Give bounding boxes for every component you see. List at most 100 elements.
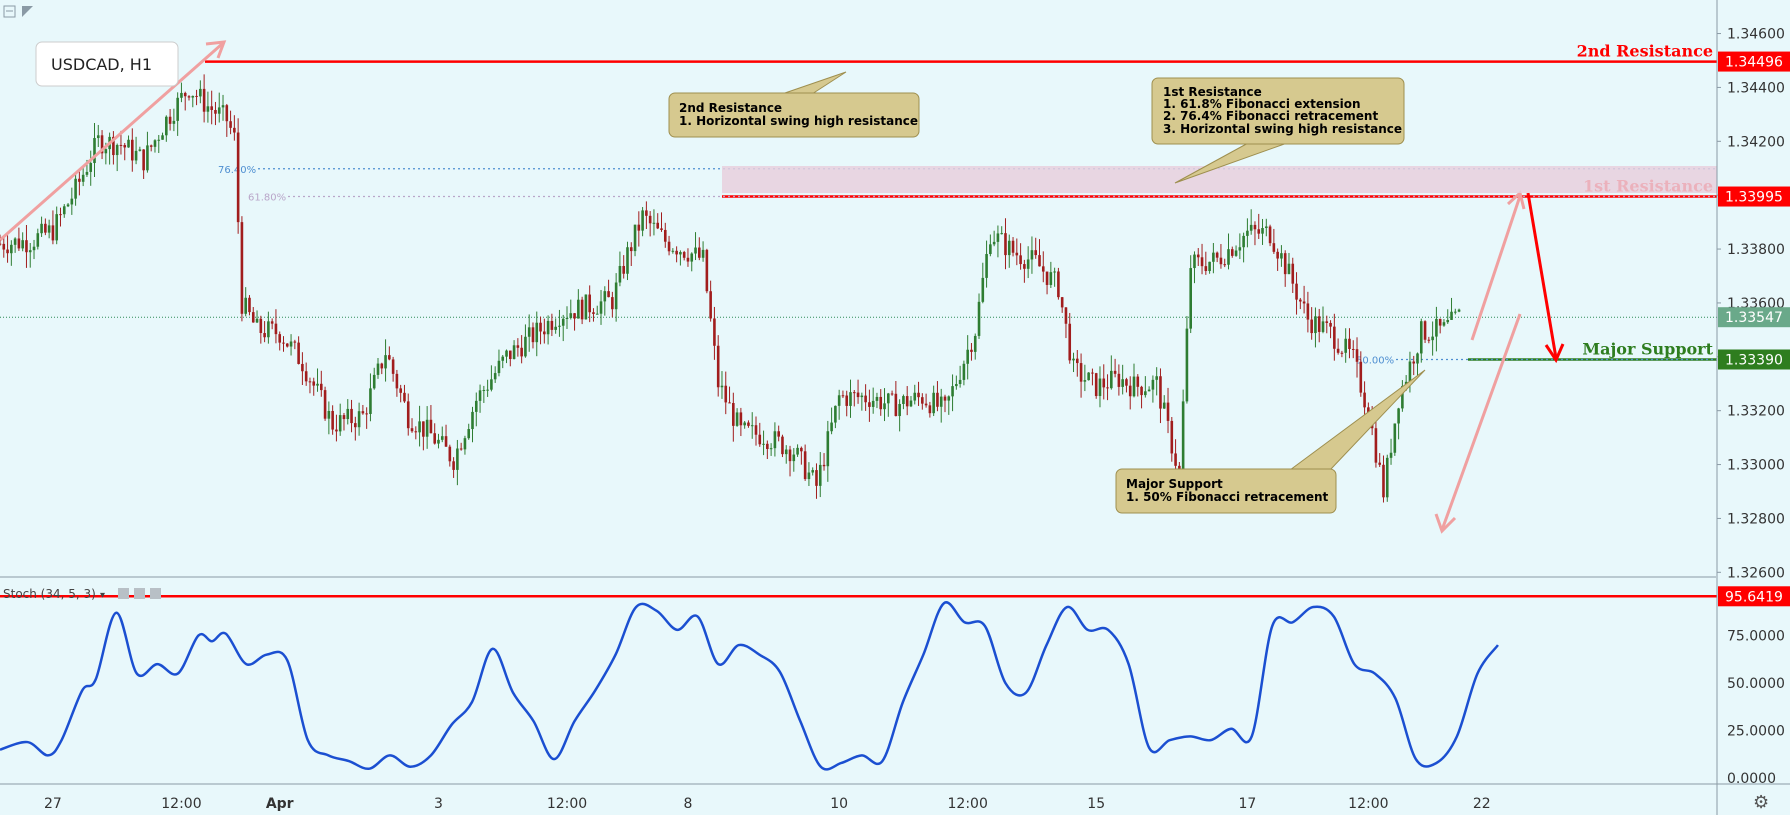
candle-body <box>1068 323 1072 361</box>
candle-body <box>10 244 13 254</box>
candle-body <box>13 238 17 245</box>
gear-icon[interactable]: ⚙ <box>1753 792 1769 813</box>
callout-major-support[interactable]: Major Support 1. 50% Fibonacci retraceme… <box>1115 369 1426 514</box>
candle-body <box>633 224 637 252</box>
candle-body <box>433 433 436 444</box>
candle-body <box>81 174 85 182</box>
candle-body <box>917 392 920 398</box>
candle-body <box>716 345 720 388</box>
symbol-label-box[interactable]: USDCAD, H1 <box>35 41 179 87</box>
candle-body <box>932 392 935 414</box>
candle-body <box>951 386 954 397</box>
candle-body <box>1045 271 1049 285</box>
candle-body <box>267 321 270 338</box>
time-tick-label: 17 <box>1238 796 1256 812</box>
candle-body <box>1102 378 1106 388</box>
candle-body <box>1348 338 1351 349</box>
candle-body <box>119 144 123 146</box>
candle-body <box>36 233 40 247</box>
collapse-icon[interactable] <box>3 5 16 18</box>
candle-body <box>459 448 463 450</box>
stoch-line <box>0 601 1499 771</box>
stoch-tick-label: 50.0000 <box>1727 676 1785 692</box>
candle-body <box>406 401 410 429</box>
callout-major-support-title: Major Support <box>1126 477 1223 491</box>
candle-body <box>985 254 988 278</box>
candle-body <box>879 396 883 410</box>
candle-body <box>1076 358 1079 364</box>
stoch-tick-label: 25.0000 <box>1727 724 1785 740</box>
candle-body <box>852 392 856 394</box>
candle-body <box>361 411 365 414</box>
candle-body <box>1094 373 1098 397</box>
indicator-dropdown-icon[interactable]: ▾ <box>100 590 105 601</box>
candle-body <box>463 438 467 450</box>
candle-body <box>425 419 429 437</box>
stochastic-panel <box>0 595 1717 771</box>
candle-body <box>161 135 164 140</box>
candle-body <box>1242 235 1245 248</box>
corner-icon[interactable] <box>22 6 33 17</box>
candle-body <box>1321 321 1325 332</box>
callout-major-support-line1: 1. 50% Fibonacci retracement <box>1126 490 1329 504</box>
candle-body <box>762 443 765 445</box>
candle-body <box>62 206 66 215</box>
candle-body <box>263 333 266 338</box>
candle-body <box>1416 353 1419 364</box>
candle-body <box>233 127 236 133</box>
callout-second-resistance[interactable]: 2nd Resistance 1. Horizontal swing high … <box>668 71 920 138</box>
candle-body <box>701 249 705 258</box>
candle-body <box>32 246 36 251</box>
candle-body <box>1212 252 1215 262</box>
candle-body <box>388 355 391 360</box>
candle-body <box>138 149 142 151</box>
candle-body <box>244 297 247 314</box>
candle-body <box>17 238 21 249</box>
candle-body <box>1117 373 1121 387</box>
candle-body <box>165 116 168 136</box>
candle-body <box>1340 352 1344 354</box>
candle-body <box>652 222 656 224</box>
candle-body <box>1401 385 1404 409</box>
candle-body <box>131 139 134 161</box>
candle-body <box>304 371 308 382</box>
candle-body <box>989 244 992 255</box>
candle-body <box>289 341 293 347</box>
fib-level-label: 50.00% <box>1356 355 1394 366</box>
candle-body <box>607 291 610 298</box>
candle-body <box>0 243 2 245</box>
indicator-settings-icon[interactable] <box>134 588 145 599</box>
candle-body <box>6 249 9 254</box>
candle-body <box>214 109 217 114</box>
candle-body <box>535 322 539 343</box>
candle-body <box>898 403 901 417</box>
candle-body <box>781 436 784 455</box>
indicator-visibility-icon[interactable] <box>118 588 129 599</box>
candle-body <box>1268 226 1272 244</box>
candle-body <box>399 388 402 393</box>
callout-first-resistance-line3: 3. Horizontal swing high resistance <box>1163 122 1402 136</box>
candle-body <box>1049 272 1053 285</box>
candle-body <box>1128 385 1132 397</box>
candle-body <box>509 350 512 360</box>
candle-body <box>1136 376 1140 387</box>
candle-body <box>713 318 716 346</box>
candle-body <box>172 120 176 124</box>
candle-body <box>195 95 198 97</box>
candle-body <box>1454 311 1457 313</box>
candle-body <box>74 178 77 199</box>
candle-body <box>868 402 871 407</box>
candle-body <box>1265 226 1268 229</box>
candle-body <box>350 408 353 424</box>
callout-first-resistance[interactable]: 1st Resistance 1. 61.8% Fibonacci extens… <box>1151 77 1405 184</box>
candle-body <box>1162 402 1166 409</box>
candle-body <box>1023 264 1026 269</box>
indicator-remove-icon[interactable] <box>150 588 161 599</box>
candle-body <box>603 291 607 302</box>
stoch-level-tag <box>1718 586 1790 607</box>
candle-body <box>452 461 455 470</box>
candle-body <box>524 336 527 357</box>
candle-body <box>1299 299 1302 302</box>
